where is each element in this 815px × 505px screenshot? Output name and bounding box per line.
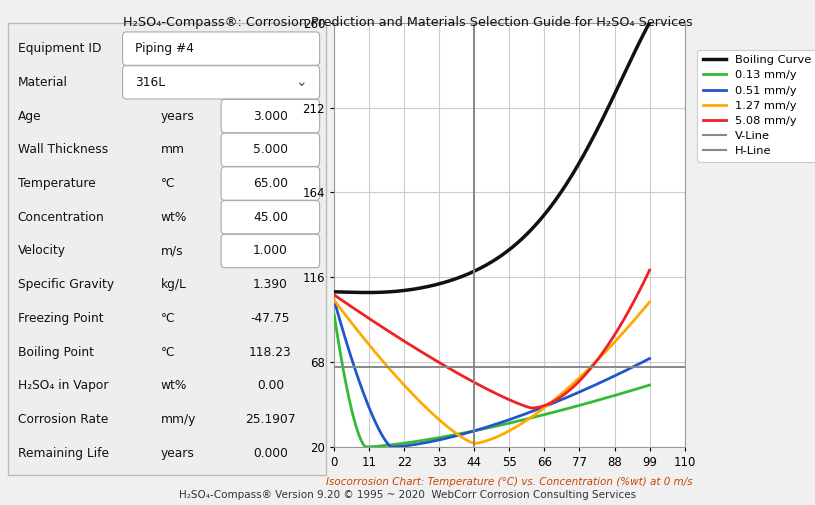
Text: Velocity: Velocity: [18, 244, 66, 258]
Text: Freezing Point: Freezing Point: [18, 312, 104, 325]
Text: -47.75: -47.75: [251, 312, 290, 325]
Text: ⌄: ⌄: [295, 75, 307, 89]
FancyBboxPatch shape: [221, 133, 319, 167]
Text: °C: °C: [161, 345, 175, 359]
Text: 45.00: 45.00: [253, 211, 288, 224]
Text: 1.000: 1.000: [253, 244, 288, 258]
Text: Concentration: Concentration: [18, 211, 104, 224]
Text: Age: Age: [18, 110, 42, 123]
Text: H₂SO₄-Compass® Version 9.20 © 1995 ~ 2020  WebCorr Corrosion Consulting Services: H₂SO₄-Compass® Version 9.20 © 1995 ~ 202…: [179, 490, 636, 500]
Text: °C: °C: [161, 177, 175, 190]
Text: 0.000: 0.000: [253, 447, 288, 460]
Text: 118.23: 118.23: [249, 345, 292, 359]
FancyBboxPatch shape: [221, 167, 319, 200]
Text: 5.000: 5.000: [253, 143, 288, 157]
FancyBboxPatch shape: [122, 66, 319, 99]
Text: Remaining Life: Remaining Life: [18, 447, 108, 460]
Text: mm/y: mm/y: [161, 413, 196, 426]
FancyBboxPatch shape: [221, 234, 319, 268]
Text: H₂SO₄-Compass®: Corrosion Prediction and Materials Selection Guide for H₂SO₄ Ser: H₂SO₄-Compass®: Corrosion Prediction and…: [122, 16, 693, 29]
Text: Material: Material: [18, 76, 68, 89]
Legend: Boiling Curve, 0.13 mm/y, 0.51 mm/y, 1.27 mm/y, 5.08 mm/y, V-Line, H-Line: Boiling Curve, 0.13 mm/y, 0.51 mm/y, 1.2…: [698, 49, 815, 162]
Text: Piping #4: Piping #4: [135, 42, 194, 55]
Text: Equipment ID: Equipment ID: [18, 42, 101, 55]
Text: H₂SO₄ in Vapor: H₂SO₄ in Vapor: [18, 379, 108, 392]
Text: Wall Thickness: Wall Thickness: [18, 143, 108, 157]
Text: 3.000: 3.000: [253, 110, 288, 123]
Text: years: years: [161, 110, 195, 123]
Text: Temperature: Temperature: [18, 177, 95, 190]
Text: 0.00: 0.00: [257, 379, 284, 392]
FancyBboxPatch shape: [221, 200, 319, 234]
Text: years: years: [161, 447, 195, 460]
Text: Isocorrosion Chart: Temperature (°C) vs. Concentration (%wt) at 0 m/s: Isocorrosion Chart: Temperature (°C) vs.…: [326, 477, 693, 487]
Text: 65.00: 65.00: [253, 177, 288, 190]
Text: m/s: m/s: [161, 244, 183, 258]
FancyBboxPatch shape: [221, 99, 319, 133]
Text: wt%: wt%: [161, 379, 187, 392]
Text: °C: °C: [161, 312, 175, 325]
Text: wt%: wt%: [161, 211, 187, 224]
Text: mm: mm: [161, 143, 185, 157]
Text: 316L: 316L: [135, 76, 165, 89]
Text: Boiling Point: Boiling Point: [18, 345, 94, 359]
Text: Corrosion Rate: Corrosion Rate: [18, 413, 108, 426]
Text: kg/L: kg/L: [161, 278, 187, 291]
Text: 25.1907: 25.1907: [245, 413, 296, 426]
Text: 1.390: 1.390: [253, 278, 288, 291]
FancyBboxPatch shape: [122, 32, 319, 65]
Text: Specific Gravity: Specific Gravity: [18, 278, 114, 291]
